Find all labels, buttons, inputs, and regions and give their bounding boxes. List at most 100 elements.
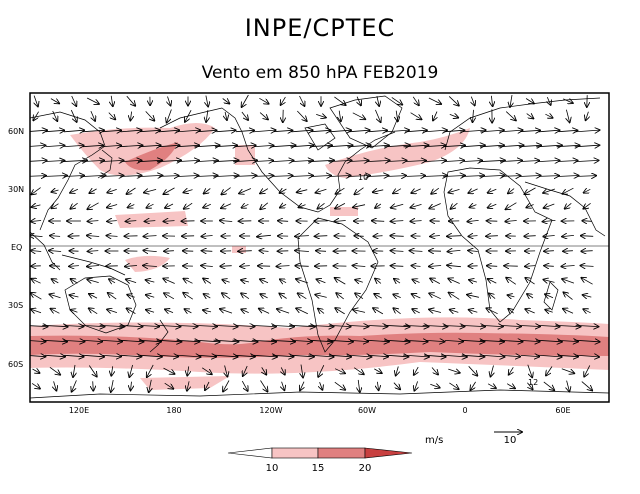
wind-vector-arrow	[461, 340, 485, 341]
wind-vector-arrow	[310, 176, 331, 177]
wind-vector-arrow	[525, 266, 536, 267]
shade-west-pacific	[125, 255, 170, 272]
wind-vector-arrow	[348, 130, 369, 132]
wind-vector-arrow	[185, 309, 192, 313]
wind-vector-arrow	[194, 340, 219, 342]
wind-vector-arrow	[102, 145, 121, 146]
wind-vector-arrow	[581, 278, 593, 285]
shade-east-pacific-eq	[232, 246, 246, 253]
wind-vector-arrow	[543, 220, 556, 221]
wind-vector-arrow	[336, 187, 345, 194]
wind-vector-arrow	[201, 367, 212, 374]
wind-vector-arrow	[272, 160, 294, 161]
wind-vector-arrow	[125, 266, 138, 267]
wind-vector-arrow	[430, 384, 439, 387]
wind-vector-arrow	[216, 130, 235, 131]
wind-vector-arrow	[538, 160, 560, 161]
wind-vector-arrow	[501, 355, 520, 356]
wind-vector-arrow	[448, 279, 460, 284]
wind-vector-arrow	[428, 97, 441, 104]
wind-vector-arrow	[353, 205, 366, 208]
wind-vector-arrow	[387, 161, 406, 162]
wind-vector-arrow	[429, 203, 441, 209]
wind-vector-arrow	[81, 355, 104, 357]
wind-vector-arrow	[31, 187, 41, 195]
wind-vector-arrow	[499, 130, 523, 132]
wind-vector-arrow	[461, 355, 485, 357]
wind-vector-arrow	[88, 251, 99, 252]
wind-vector-arrow	[111, 95, 113, 106]
wind-vector-arrow	[50, 236, 61, 237]
wind-vector-arrow	[176, 145, 199, 146]
coast-antarctica	[30, 389, 609, 399]
wind-vector-arrow	[63, 176, 84, 177]
wind-vector-arrow	[411, 189, 421, 193]
wind-vector-arrow	[280, 279, 287, 282]
wind-vector-arrow	[184, 279, 193, 284]
wind-vector-arrow	[289, 325, 315, 326]
wind-vector-arrow	[93, 381, 94, 390]
wind-vector-arrow	[220, 266, 232, 267]
wind-vector-arrow	[375, 109, 380, 122]
wind-vector-arrow	[175, 130, 200, 132]
wind-vector-arrow	[575, 325, 599, 326]
wind-vector-arrow	[581, 266, 594, 267]
wind-vector-arrow	[374, 236, 383, 237]
wind-vector-arrow	[354, 236, 364, 237]
wind-vector-arrow	[45, 355, 65, 356]
wind-vector-arrow	[412, 96, 419, 105]
wind-vector-arrow	[525, 309, 535, 313]
wind-vector-arrow	[558, 161, 577, 162]
wind-vector-arrow	[251, 340, 276, 341]
wind-vector-arrow	[277, 266, 290, 267]
wind-vector-arrow	[82, 130, 104, 132]
coast-south-america	[297, 217, 379, 353]
wind-vector-arrow	[488, 204, 497, 207]
wind-vector-arrow	[346, 355, 372, 357]
coast-madagascar	[543, 281, 559, 311]
wind-vector-arrow	[88, 221, 99, 222]
wind-vector-arrow	[501, 326, 521, 327]
wind-vector-arrow	[241, 280, 249, 282]
wind-vector-arrow	[107, 309, 118, 312]
wind-vector-arrow	[412, 294, 421, 298]
wind-vector-arrow	[241, 309, 249, 312]
wind-vector-arrow	[339, 110, 341, 122]
wind-vector-arrow	[375, 204, 382, 208]
wind-vector-arrow	[196, 160, 218, 161]
wind-vector-arrow	[367, 145, 389, 146]
wind-vector-arrow	[176, 160, 199, 161]
wind-vector-arrow	[486, 308, 498, 315]
wind-vector-arrow	[144, 189, 157, 192]
wind-vector-arrow	[546, 366, 553, 376]
wind-vector-arrow	[491, 95, 492, 106]
wind-vector-arrow	[120, 176, 141, 177]
colorbar-segment-high	[364, 447, 413, 459]
wind-vector-arrow	[299, 95, 305, 106]
wind-vector-arrow	[525, 98, 534, 104]
wind-vector-arrow	[527, 294, 534, 298]
wind-vector-arrow	[257, 235, 271, 236]
wind-vector-arrow	[126, 221, 137, 222]
wind-vector-arrow	[71, 95, 77, 106]
wind-vector-arrow	[558, 130, 578, 131]
wind-vector-arrow	[183, 293, 194, 300]
wind-vector-arrow	[203, 204, 211, 207]
wind-vector-arrow	[107, 205, 118, 208]
wind-vector-arrow	[64, 145, 83, 146]
wind-vector-arrow	[308, 160, 334, 161]
wind-vector-arrow	[86, 97, 99, 104]
colorbar-tick-label: 20	[359, 463, 372, 474]
wind-vector-arrow	[536, 355, 561, 357]
wind-vector-arrow	[308, 355, 333, 357]
wind-vector-arrow	[349, 161, 368, 162]
wind-vector-arrow	[309, 340, 332, 341]
wind-vector-arrow	[81, 325, 105, 326]
wind-vector-arrow	[545, 294, 554, 298]
wind-vector-arrow	[108, 112, 115, 120]
lat-label-30s: 30S	[8, 301, 23, 310]
wind-vector-arrow	[177, 176, 199, 177]
wind-vector-arrow	[30, 130, 47, 132]
wind-vector-arrow	[131, 381, 132, 391]
